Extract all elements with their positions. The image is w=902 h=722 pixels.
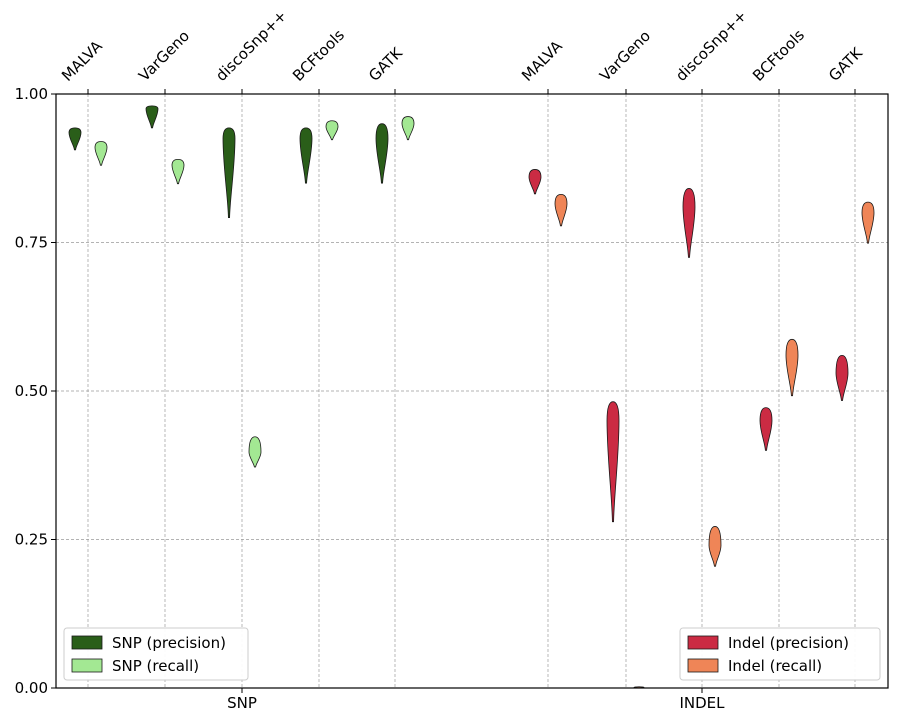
legend-frame bbox=[63, 627, 249, 681]
violin-indel-recall-malva bbox=[554, 193, 568, 227]
legends: SNP (precision) SNP (recall) Indel (precis… bbox=[63, 627, 881, 681]
violin-snp-recall-vargeno bbox=[171, 158, 185, 185]
violin-snp-precision-vargeno bbox=[145, 105, 159, 129]
legend-swatch-snp-precision bbox=[71, 635, 103, 650]
violin-indel-precision-discosnp bbox=[682, 188, 696, 258]
group-label-snp: SNP bbox=[227, 694, 257, 712]
tool-label-indel-malva: MALVA bbox=[518, 37, 566, 85]
tool-label-indel-discosnp: discoSnp++ bbox=[672, 7, 750, 85]
legend-lower-right: Indel (precision) Indel (recall) bbox=[679, 627, 881, 681]
violin-snp-precision-malva bbox=[68, 127, 82, 151]
legend-label-snp-recall: SNP (recall) bbox=[112, 657, 199, 675]
violin-snp-recall-bcftools bbox=[325, 120, 339, 141]
top-tool-labels: MALVA VarGeno discoSnp++BCFtools GATK MALVA V… bbox=[58, 7, 867, 94]
violin-snp-precision-bcftools bbox=[299, 127, 313, 184]
y-tick-label: 0.50 bbox=[15, 382, 48, 400]
y-tick-label: 1.00 bbox=[15, 85, 48, 103]
legend-swatch-indel-recall bbox=[687, 658, 719, 673]
violin-indel-precision-vargeno bbox=[606, 401, 620, 523]
grid-layer bbox=[56, 94, 888, 688]
legend-frame bbox=[679, 627, 881, 681]
y-tick-label: 0.25 bbox=[15, 531, 48, 549]
legend-lower-left: SNP (precision) SNP (recall) bbox=[63, 627, 249, 681]
legend-label-snp-precision: SNP (precision) bbox=[112, 634, 226, 652]
tool-label-snp-malva: MALVA bbox=[58, 37, 106, 85]
y-tick-label: 0.75 bbox=[15, 234, 48, 252]
group-labels: SNP INDEL bbox=[227, 688, 725, 712]
tool-label-snp-vargeno: VarGeno bbox=[135, 27, 193, 85]
violin-snp-recall-gatk bbox=[401, 116, 415, 141]
tool-label-indel-bcftools: BCFtools bbox=[749, 26, 808, 85]
group-label-indel: INDEL bbox=[679, 694, 725, 712]
violin-snp-precision-discosnp bbox=[222, 127, 236, 218]
violin-indel-recall-discosnp bbox=[708, 526, 722, 567]
violin-indel-recall-gatk bbox=[861, 201, 875, 244]
tool-label-indel-vargeno: VarGeno bbox=[596, 27, 654, 85]
tool-label-snp-bcftools: BCFtools bbox=[289, 26, 348, 85]
y-tick-label: 0.00 bbox=[15, 679, 48, 697]
tool-label-snp-discosnp: discoSnp++ bbox=[212, 7, 290, 85]
violin-snp-recall-discosnp bbox=[248, 436, 262, 468]
legend-label-indel-precision: Indel (precision) bbox=[728, 634, 849, 652]
violin-snp-recall-malva bbox=[94, 141, 108, 166]
tool-label-snp-gatk: GATK bbox=[365, 43, 407, 85]
legend-label-indel-recall: Indel (recall) bbox=[728, 657, 822, 675]
violin-indel-precision-malva bbox=[528, 169, 542, 195]
violin-indel-precision-gatk bbox=[835, 354, 849, 401]
legend-swatch-indel-precision bbox=[687, 635, 719, 650]
y-axis: 0.00 0.25 0.50 0.75 1.00 bbox=[15, 85, 56, 697]
tool-label-indel-gatk: GATK bbox=[825, 43, 867, 85]
legend-swatch-snp-recall bbox=[71, 658, 103, 673]
violin-snp-precision-gatk bbox=[375, 123, 389, 184]
violin-layer bbox=[68, 105, 875, 689]
violin-indel-recall-bcftools bbox=[785, 338, 799, 397]
violin-indel-precision-bcftools bbox=[759, 407, 773, 451]
